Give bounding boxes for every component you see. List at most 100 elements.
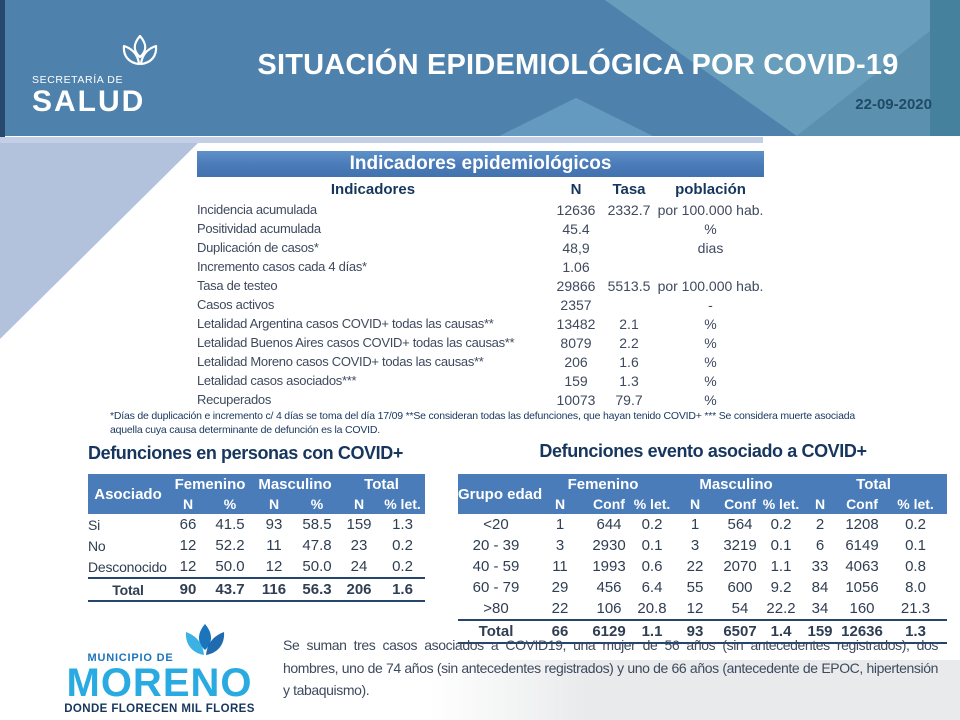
table-cell: 4063	[845, 558, 879, 575]
salud-logo-name: SALUD	[32, 85, 146, 118]
table-cell: Positividad acumulada	[197, 221, 321, 236]
table-cell: Incidencia acumulada	[197, 202, 317, 217]
table-cell: 0.2	[392, 558, 413, 575]
table-cell: 206	[338, 577, 381, 602]
table-cell: 159	[564, 372, 588, 389]
deaths-events-total-row: Total 66 6129 1.1 93 6507 1.4 159 12636 1.3	[458, 619, 948, 644]
table-cell: 0.6	[641, 558, 663, 575]
table-cell: 1056	[845, 579, 879, 596]
table-cell: 564	[727, 516, 753, 533]
table-cell: 0.2	[641, 516, 663, 533]
salud-logo-top-label: SECRETARÍA DE	[32, 74, 124, 86]
deaths-persons-total-row: Total 90 43.7 116 56.3 206 1.6	[88, 577, 426, 602]
table-cell: 22.2	[766, 600, 796, 617]
subheader: % let.	[762, 494, 801, 514]
deaths-events-table: Grupo edad Femenino Masculino Total N Co…	[458, 474, 948, 644]
table-cell: %	[704, 353, 717, 370]
table-cell: 159	[800, 619, 841, 644]
subheader: Conf	[840, 494, 885, 514]
subheader: Conf	[718, 494, 763, 514]
table-cell: 66	[179, 516, 197, 533]
table-cell: 1.6	[619, 353, 639, 370]
indicator-row: Incremento casos cada 4 días* 1.06	[197, 257, 766, 276]
header-asociado: Asociado	[88, 474, 168, 514]
table-cell: 159	[346, 516, 372, 533]
indicator-row: Positividad acumulada 45.4%	[197, 219, 766, 238]
table-cell: 0.2	[905, 516, 926, 533]
table-cell: Incremento casos cada 4 días*	[197, 259, 367, 274]
table-cell: 1993	[592, 558, 626, 575]
table-cell: 456	[596, 579, 622, 596]
table-cell: 56.3	[296, 577, 339, 602]
footer-note: Se suman tres casos asociados a COVID19,…	[283, 637, 938, 698]
column-header-tasa: Tasa	[612, 181, 646, 198]
deaths-events-row: 20 - 39 3 2930 0.1 3 3219 0.1 6 6149 0.1	[458, 535, 947, 556]
subheader: N	[338, 494, 381, 514]
subheader: %	[208, 494, 252, 514]
table-cell: 1.6	[380, 577, 426, 602]
table-cell: 13482	[556, 315, 596, 332]
table-cell: 12	[686, 600, 704, 617]
header-masculino: Masculino	[252, 474, 339, 494]
table-cell: 12636	[840, 619, 885, 644]
table-cell: 21.3	[900, 600, 931, 617]
table-cell: %	[704, 391, 717, 408]
subheader: N	[800, 494, 841, 514]
deaths-events-row: >80 22 106 20.8 12 54 22.2 34 160 21.3	[458, 598, 947, 620]
table-cell: <20	[483, 516, 509, 533]
table-cell: 8079	[560, 334, 592, 351]
table-cell: 0.2	[770, 516, 792, 533]
table-cell: 1.3	[884, 619, 948, 644]
table-cell: >80	[483, 600, 509, 617]
table-cell: 79.7	[615, 391, 643, 408]
table-cell: 34	[811, 600, 829, 617]
table-cell: 2	[815, 516, 825, 533]
table-cell: -	[708, 296, 713, 313]
column-header-indicadores: Indicadores	[330, 181, 416, 198]
flower-icon	[185, 624, 224, 655]
table-cell: Si	[88, 516, 101, 533]
subheader: N	[534, 494, 586, 514]
deaths-persons-row: No 12 52.2 11 47.8 23 0.2	[88, 535, 425, 556]
deaths-events-title: Defunciones evento asociado a COVID+	[539, 441, 867, 461]
subheader: % let.	[632, 494, 673, 514]
indicator-row: Letalidad casos asociados*** 159 1.3%	[197, 371, 766, 390]
deaths-persons-title: Defunciones en personas con COVID+	[88, 443, 403, 463]
table-cell: 644	[596, 516, 622, 533]
table-cell: Letalidad Moreno casos COVID+ todas las …	[197, 354, 484, 369]
table-cell: dias	[697, 239, 724, 256]
subheader: % let.	[884, 494, 948, 514]
subheader: N	[672, 494, 719, 514]
table-cell: 12	[265, 558, 283, 575]
left-edge-strip	[0, 0, 5, 139]
footer-gray-band	[430, 660, 960, 720]
flower-outline-icon	[122, 34, 158, 66]
table-cell: Casos activos	[197, 297, 275, 312]
table-cell: 55	[686, 579, 704, 596]
table-cell: 3219	[723, 537, 757, 554]
header-grupo-edad: Grupo edad	[458, 474, 542, 514]
table-cell: 6.4	[641, 579, 663, 596]
table-cell: 6129	[586, 619, 632, 644]
table-cell: 1.06	[562, 258, 590, 275]
subheader: N	[168, 494, 208, 514]
table-cell: 12	[179, 537, 197, 554]
indicator-row: Duplicación de casos* 48,9 dias	[197, 238, 766, 257]
group-header-row: Asociado Femenino Masculino Total	[88, 474, 426, 514]
table-cell: 116	[252, 577, 296, 602]
table-cell: 206	[564, 353, 588, 370]
table-cell: 6507	[718, 619, 763, 644]
table-cell: 12636	[556, 201, 596, 218]
table-cell: 29866	[556, 277, 596, 294]
indicator-row: Recuperados 10073 79.7%	[197, 390, 766, 409]
table-cell: 2070	[723, 558, 757, 575]
table-cell: 93	[672, 619, 719, 644]
column-header-poblacion: población	[675, 181, 746, 198]
deaths-persons-table: Asociado Femenino Masculino Total N % N …	[88, 474, 426, 602]
salud-logo: SECRETARÍA DE SALUD	[32, 34, 182, 120]
table-cell: %	[704, 315, 717, 332]
table-cell: Total	[88, 577, 168, 602]
table-cell: 0.2	[392, 537, 413, 554]
table-cell: 2.2	[619, 334, 639, 351]
column-header-n: N	[570, 181, 582, 198]
